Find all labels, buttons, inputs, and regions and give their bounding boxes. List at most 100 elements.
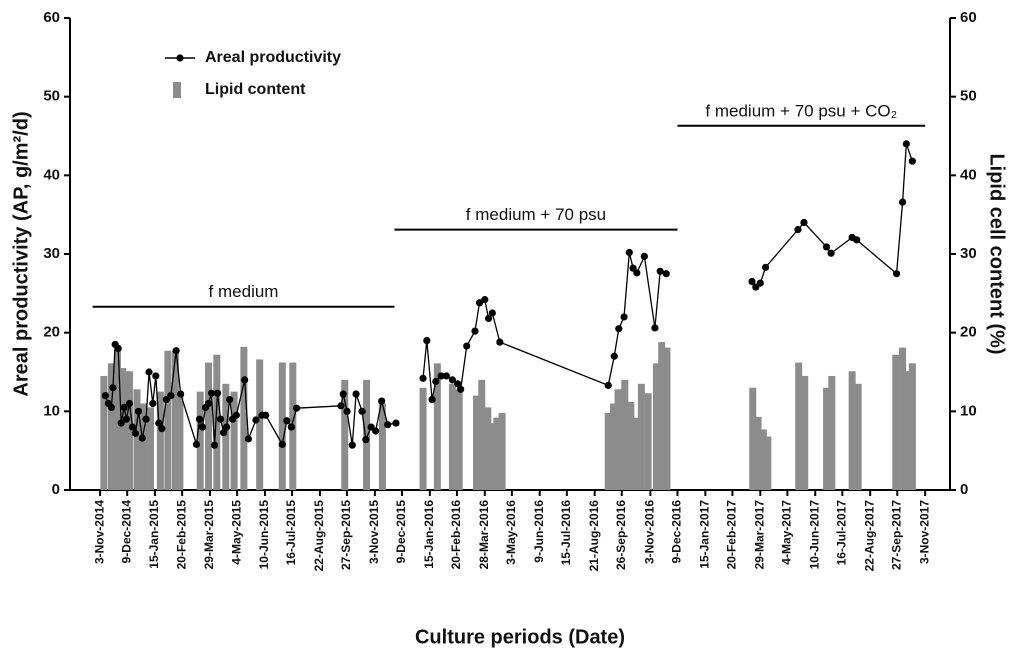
y2-tick-label: 10 <box>960 402 977 419</box>
marker <box>384 421 392 429</box>
marker <box>800 218 808 227</box>
bar <box>828 375 836 490</box>
marker <box>372 427 380 435</box>
marker <box>131 429 140 437</box>
marker <box>149 399 157 408</box>
marker <box>853 236 861 244</box>
bar <box>378 403 386 490</box>
marker <box>761 263 770 271</box>
y-axis-label: Areal productivity (AP, g/m²/d) <box>10 111 32 396</box>
bar <box>795 362 803 490</box>
x-tick-label: 20-Feb-2015 <box>174 500 188 570</box>
marker <box>362 436 370 444</box>
x-tick-label: 16-Jul-2015 <box>284 500 298 566</box>
bar <box>498 412 506 490</box>
marker <box>109 384 117 392</box>
bar <box>749 387 757 490</box>
marker <box>278 440 286 448</box>
y-tick-label: 40 <box>43 166 60 183</box>
y2-tick-label: 40 <box>960 166 977 183</box>
marker <box>348 441 356 449</box>
marker <box>892 270 901 278</box>
x-tick-label: 15-Jan-2015 <box>147 500 161 569</box>
bar <box>652 363 660 490</box>
bar <box>125 371 133 490</box>
x-tick-label: 27-Sep-2017 <box>889 500 903 570</box>
x-tick-label: 9-Dec-2016 <box>670 500 684 564</box>
marker <box>232 411 240 419</box>
marker <box>216 415 225 423</box>
marker <box>120 403 128 411</box>
marker <box>392 419 400 427</box>
y2-axis-label: Lipid cell content (%) <box>986 153 1008 354</box>
x-tick-label: 3-Nov-2014 <box>92 500 106 564</box>
x-tick-label: 9-Dec-2015 <box>394 500 408 564</box>
marker <box>125 399 134 408</box>
bar <box>754 416 762 490</box>
marker <box>662 270 670 278</box>
marker <box>442 372 450 380</box>
y-tick-label: 50 <box>43 88 60 105</box>
y-tick-label: 0 <box>52 481 60 498</box>
y2-tick-label: 50 <box>960 88 977 105</box>
bar <box>230 391 238 490</box>
x-tick-label: 28-Mar-2016 <box>477 500 491 570</box>
x-tick-label: 22-Aug-2015 <box>312 500 326 572</box>
marker <box>633 269 641 277</box>
bar <box>147 407 155 490</box>
x-tick-label: 3-May-2016 <box>504 500 518 565</box>
bar <box>484 407 492 490</box>
marker <box>620 313 628 321</box>
bar <box>908 363 916 490</box>
marker <box>428 395 436 404</box>
marker <box>138 434 146 442</box>
x-tick-label: 9-Jun-2016 <box>532 500 546 563</box>
marker <box>378 397 386 405</box>
bar <box>341 379 349 490</box>
marker <box>419 374 427 382</box>
marker <box>225 395 234 404</box>
y-tick-label: 10 <box>43 402 60 419</box>
bar <box>644 393 652 490</box>
marker <box>241 376 249 384</box>
marker <box>155 419 163 427</box>
marker <box>101 392 109 400</box>
marker <box>488 309 496 317</box>
bar <box>107 363 115 490</box>
bar <box>140 403 148 490</box>
marker <box>134 407 143 415</box>
marker <box>656 267 664 275</box>
marker <box>463 342 471 350</box>
y-tick-label: 30 <box>43 245 60 262</box>
marker <box>337 402 345 410</box>
x-tick-label: 15-Jan-2017 <box>698 500 712 569</box>
legend-marker <box>176 54 184 62</box>
bar <box>113 349 121 490</box>
marker <box>262 411 270 419</box>
bar <box>610 403 618 490</box>
bar <box>156 391 164 490</box>
marker <box>358 407 366 415</box>
bar <box>488 423 496 490</box>
marker <box>822 243 831 251</box>
x-tick-label: 15-Jan-2016 <box>422 500 436 569</box>
bar <box>892 354 900 490</box>
marker <box>484 314 493 323</box>
bar <box>621 379 629 490</box>
bar <box>196 391 204 490</box>
marker <box>167 392 175 400</box>
bar <box>627 401 635 490</box>
x-tick-label: 29-Mar-2017 <box>752 500 766 570</box>
marker <box>640 252 648 260</box>
marker <box>457 385 465 393</box>
x-tick-label: 3-Nov-2017 <box>917 500 931 564</box>
marker <box>213 389 222 397</box>
bar <box>854 383 862 490</box>
x-tick-label: 21-Aug-2016 <box>587 500 601 572</box>
marker <box>496 338 504 346</box>
marker <box>615 325 623 333</box>
marker <box>423 336 431 345</box>
x-tick-label: 9-Dec-2014 <box>119 500 133 564</box>
marker <box>177 390 185 398</box>
bar <box>433 363 441 490</box>
